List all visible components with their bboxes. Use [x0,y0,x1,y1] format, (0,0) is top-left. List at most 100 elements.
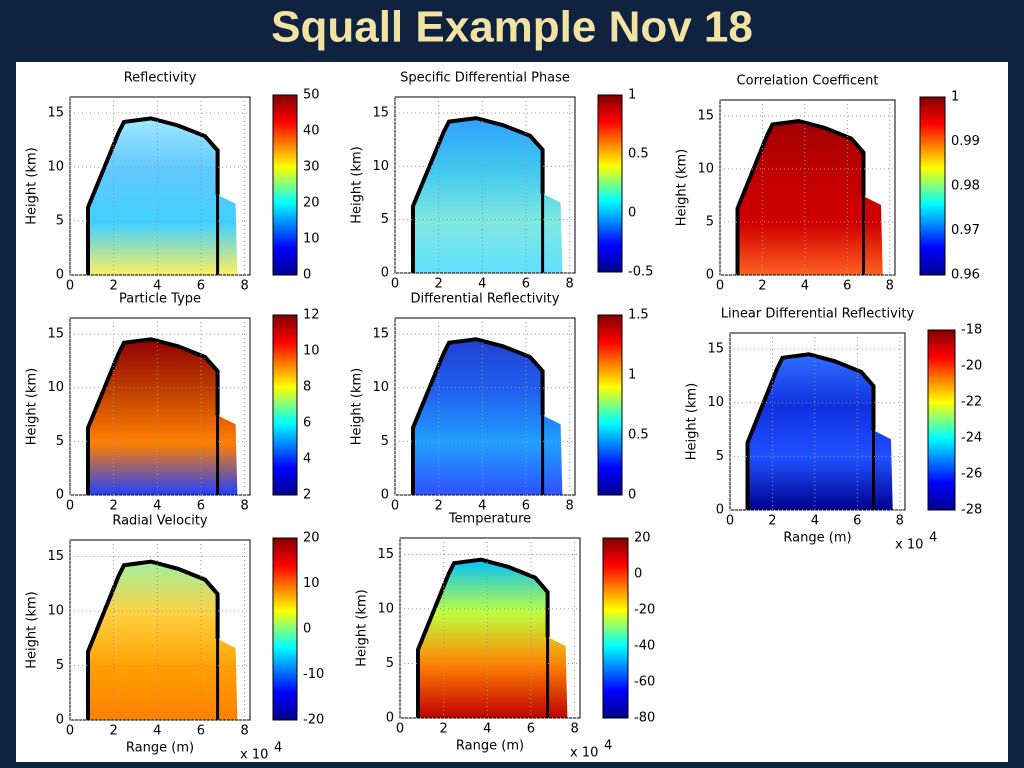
x-scale: x 10 [895,538,923,553]
y-tick-label: 10 [697,161,714,176]
x-tick-label: 8 [886,279,894,294]
storm-outline [735,118,866,275]
radar-field [413,118,563,274]
axes-frame [399,537,581,719]
slide-title: Squall Example Nov 18 [271,3,753,52]
colorbar-tick-label: 20 [303,531,320,546]
y-tick-label: 10 [47,160,64,175]
x-tick-label: 2 [110,724,118,739]
x-tick-label: 4 [153,724,161,739]
panel-title: Linear Differential Reflectivity [721,307,915,322]
x-tick-label: 6 [522,277,530,292]
radar-panel: Differential Reflectivity Height (km) 0 5 10… [350,292,649,514]
x-tick-label: 4 [478,499,486,514]
colorbar-tick-label: 8 [303,380,311,395]
y-tick-label: 10 [47,380,64,395]
x-tick-label: 6 [527,722,535,737]
x-tick-label: 8 [240,499,248,514]
y-tick-label: 10 [372,159,389,174]
x-tick-label: 8 [565,277,573,292]
colorbar-tick-label: 10 [303,232,320,247]
y-tick-label: 15 [372,327,389,342]
storm-outline [86,559,220,720]
y-tick-label: 5 [381,434,389,449]
colorbar-tick-label: -0.5 [628,265,653,280]
axes-frame [69,539,251,721]
y-tick-label: 10 [377,601,394,616]
y-tick-label: 0 [56,268,64,283]
radar-panel: Radial Velocity Height (km) 0 5 10 15 0 2 4 6 8 Ran… [25,514,325,763]
panel-title: Temperature [448,512,531,527]
x-tick-label: 0 [726,514,734,529]
colorbar-tick-label: -24 [961,431,982,446]
colorbar [272,314,298,496]
y-axis-label: Height (km) [350,146,365,223]
x-tick-label: 0 [716,279,724,294]
radar-field [747,354,893,510]
radar-field [737,121,883,275]
colorbar-tick-label: 6 [303,416,311,431]
y-tick-label: 15 [47,106,64,121]
y-axis-label: Height (km) [350,368,365,445]
colorbar-tick-label: -80 [634,711,655,726]
radar-field [88,118,238,275]
x-tick-label: 8 [240,279,248,294]
x-tick-label: 6 [843,279,851,294]
x-tick-label: 4 [153,499,161,514]
colorbar-tick-label: -20 [961,359,982,374]
x-tick-label: 2 [440,722,448,737]
storm-outline [86,337,220,495]
x-scale-exponent: 4 [604,739,612,754]
colorbar-tick-label: 2 [303,488,311,503]
storm-outline [745,352,876,510]
x-tick-label: 2 [435,277,443,292]
radar-panel: Specific Differential Phase Height (km) 0 5… [350,71,654,292]
colorbar [272,537,298,721]
colorbar [597,94,623,273]
y-tick-label: 5 [716,449,724,464]
y-tick-label: 10 [372,380,389,395]
x-tick-label: 0 [66,724,74,739]
x-tick-label: 8 [570,722,578,737]
x-tick-label: 4 [153,279,161,294]
colorbar-tick-label: 0.5 [628,428,649,443]
y-tick-label: 0 [381,488,389,503]
colorbar-tick-label: -20 [634,603,655,618]
x-tick-label: 0 [391,499,399,514]
colorbar-tick-label: -26 [961,467,982,482]
x-tick-label: 6 [197,279,205,294]
x-tick-label: 8 [896,514,904,529]
y-axis-label: Height (km) [355,589,370,666]
y-axis-label: Height (km) [25,147,40,224]
x-tick-label: 6 [197,499,205,514]
x-tick-label: 2 [758,279,766,294]
x-tick-label: 6 [197,724,205,739]
axes-frame [719,99,896,276]
x-tick-label: 4 [801,279,809,294]
x-axis-label: Range (m) [456,739,524,754]
panel-title: Specific Differential Phase [400,71,570,86]
colorbar-tick-label: 1.5 [628,308,649,323]
x-axis-label: Range (m) [783,531,851,546]
x-tick-label: 8 [565,499,573,514]
x-tick-label: 4 [483,722,491,737]
colorbar-tick-label: 0 [303,622,311,637]
storm-outline [416,557,550,718]
colorbar-tick-label: 0.5 [628,147,649,162]
colorbar-tick-label: 0 [628,488,636,503]
x-tick-label: 2 [435,499,443,514]
colorbar-tick-label: 12 [303,308,320,323]
storm-outline [411,116,545,273]
x-scale-exponent: 4 [274,741,282,756]
panel-title: Correlation Coefficent [737,74,879,89]
radar-panel: Reflectivity Height (km) 0 5 10 15 0 2 4 6 8 50 40 30… [25,71,320,294]
panel-title: Differential Reflectivity [411,292,560,307]
x-tick-label: 0 [396,722,404,737]
colorbar-tick-label: 40 [303,124,320,139]
colorbar-tick-label: 10 [303,576,320,591]
panel-title: Particle Type [119,292,201,307]
x-scale: x 10 [570,746,598,761]
y-tick-label: 15 [707,342,724,357]
radar-panel: Particle Type Height (km) 0 5 10 15 0 2 4 6 8 12 10 8… [25,292,320,514]
